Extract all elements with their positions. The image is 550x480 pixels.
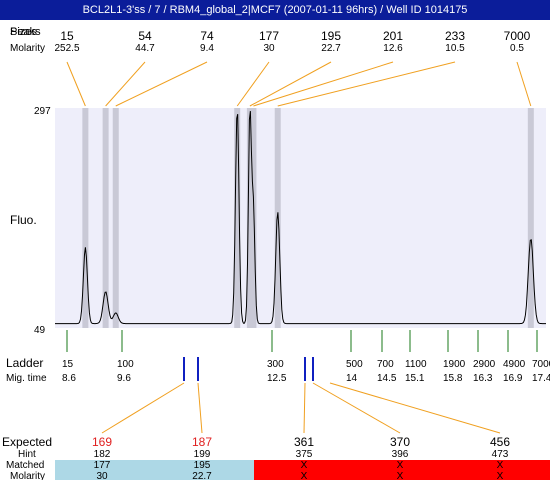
peak-size-label: 177 — [259, 29, 279, 43]
matched-molarity-value: X — [397, 471, 404, 480]
peak-connector — [253, 61, 394, 107]
peak-size-label: 74 — [200, 29, 214, 43]
expected-connector — [101, 382, 185, 434]
hint-value: 473 — [492, 449, 509, 460]
sizes-row-label: Sizes — [10, 26, 37, 38]
peak-molarity-label: 44.7 — [135, 43, 155, 54]
peak-band — [250, 108, 257, 328]
peak-molarity-label: 12.6 — [383, 43, 403, 54]
matched-value: X — [301, 460, 308, 471]
peak-connector — [516, 61, 532, 107]
hint-value: 375 — [296, 449, 313, 460]
peak-connector — [115, 61, 208, 107]
ladder-row-label: Ladder — [6, 356, 43, 370]
peaks-row-label: Peaks — [10, 26, 41, 38]
plot-area — [55, 108, 546, 328]
peak-molarity-label: 10.5 — [445, 43, 465, 54]
matched-value: X — [497, 460, 504, 471]
expected-value: 456 — [490, 435, 510, 449]
ladder-size-label: 700 — [377, 359, 394, 370]
ladder-time-label: 16.3 — [473, 373, 493, 384]
molarity-row-label: Molarity — [10, 43, 45, 54]
expected-connector — [303, 382, 306, 434]
matched-molarity-value: 30 — [96, 471, 108, 480]
peak-size-label: 15 — [60, 29, 74, 43]
expected-connector — [197, 382, 203, 434]
matched-value: X — [397, 460, 404, 471]
peak-connector — [277, 61, 456, 107]
peak-band — [274, 108, 281, 328]
expected-value: 187 — [192, 435, 212, 449]
expected-row-label: Expected — [2, 435, 52, 449]
ladder-size-label: 1100 — [405, 359, 427, 370]
ladder-size-label: 1900 — [443, 359, 466, 370]
ladder-size-label: 15 — [62, 359, 74, 370]
peak-band — [102, 108, 109, 328]
peak-connector — [66, 61, 86, 107]
expected-value: 361 — [294, 435, 314, 449]
hint-value: 199 — [194, 449, 211, 460]
peak-molarity-label: 0.5 — [510, 43, 524, 54]
expected-value: 169 — [92, 435, 112, 449]
window-title: BCL2L1-3'ss / 7 / RBM4_global_2|MCF7 (20… — [0, 0, 550, 20]
hint-row-label: Hint — [18, 449, 36, 460]
ladder-size-label: 7000 — [532, 359, 550, 370]
ladder-time-label: 15.1 — [405, 373, 425, 384]
peak-molarity-label: 9.4 — [200, 43, 214, 54]
ladder-time-label: 12.5 — [267, 373, 287, 384]
expected-value: 370 — [390, 435, 410, 449]
ladder-size-label: 100 — [117, 359, 134, 370]
peak-molarity-label: 22.7 — [321, 43, 341, 54]
matched-molarity-value: X — [301, 471, 308, 480]
peak-band — [246, 108, 253, 328]
ladder-size-label: 2900 — [473, 359, 496, 370]
hint-value: 182 — [94, 449, 111, 460]
matched-band — [55, 460, 254, 480]
ladder-time-label: 8.6 — [62, 373, 76, 384]
matched-molarity-value: X — [497, 471, 504, 480]
matched-value: 177 — [94, 460, 111, 471]
hint-value: 396 — [392, 449, 409, 460]
peak-size-label: 54 — [138, 29, 152, 43]
peak-connector — [249, 61, 332, 107]
peak-band — [527, 108, 534, 328]
ladder-time-label: 14.5 — [377, 373, 397, 384]
expected-connector — [329, 382, 501, 434]
ladder-time-label: 17.4 — [532, 373, 550, 384]
ladder-size-label: 500 — [346, 359, 363, 370]
peak-molarity-label: 30 — [263, 43, 275, 54]
peak-band — [112, 108, 119, 328]
ladder-time-label: 9.6 — [117, 373, 131, 384]
unmatched-band — [254, 460, 550, 480]
peak-band — [82, 108, 89, 328]
matched-molarity-value: 22.7 — [192, 471, 212, 480]
peak-band — [234, 108, 241, 328]
peak-connector — [105, 61, 146, 107]
ladder-time-label: 16.9 — [503, 373, 523, 384]
matched-value: 195 — [194, 460, 211, 471]
peak-molarity-label: 252.5 — [54, 43, 79, 54]
peak-connector — [236, 61, 270, 107]
ladder-time-label: 14 — [346, 373, 358, 384]
fluorescence-trace — [55, 111, 546, 325]
molarity-bottom-row-label: Molarity — [10, 471, 45, 480]
matched-row-label: Matched — [6, 460, 44, 471]
peak-size-label: 7000 — [504, 29, 531, 43]
peak-size-label: 201 — [383, 29, 403, 43]
ladder-size-label: 4900 — [503, 359, 526, 370]
expected-connector — [312, 382, 401, 434]
ladder-time-label: 15.8 — [443, 373, 463, 384]
peak-size-label: 195 — [321, 29, 341, 43]
y-tick-label: 49 — [34, 325, 46, 336]
mig-time-row-label: Mig. time — [6, 373, 47, 384]
ladder-size-label: 300 — [267, 359, 284, 370]
peak-size-label: 233 — [445, 29, 465, 43]
y-axis-label: Fluo. — [10, 213, 37, 227]
y-tick-label: 297 — [34, 106, 51, 117]
